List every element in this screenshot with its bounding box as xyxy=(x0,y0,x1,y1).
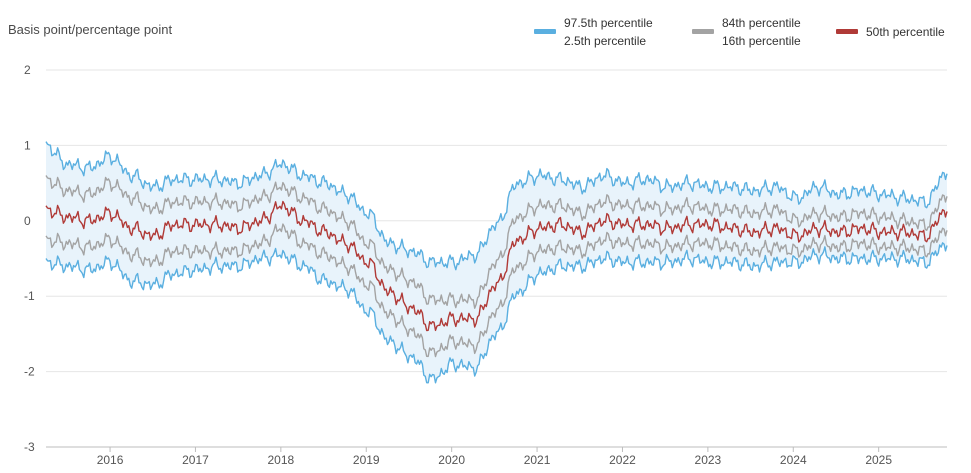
y-tick-label--1: -1 xyxy=(24,289,35,303)
legend-label-50th: 50th percentile xyxy=(866,25,945,39)
x-tick-label-2025: 2025 xyxy=(865,453,892,467)
legend-label-97-5th: 97.5th percentile xyxy=(564,16,653,30)
x-tick-label-2020: 2020 xyxy=(438,453,465,467)
y-tick-label-0: 0 xyxy=(24,214,31,228)
legend-label-84th: 84th percentile xyxy=(722,16,801,30)
legend-item-inner-band: 84th percentile 16th percentile xyxy=(692,14,832,54)
legend-swatch-blue xyxy=(534,29,556,34)
legend-item-median: 50th percentile xyxy=(836,14,961,54)
legend-label-2-5th: 2.5th percentile xyxy=(564,34,647,48)
series-line-84th xyxy=(45,175,948,309)
series-line-50th xyxy=(45,200,948,332)
series-line-2-5th xyxy=(45,242,948,384)
series-line-16th xyxy=(45,223,948,358)
x-tick-label-2021: 2021 xyxy=(524,453,551,467)
y-tick-label-2: 2 xyxy=(24,63,31,77)
y-axis-label: Basis point/percentage point xyxy=(8,22,173,37)
x-tick-label-2022: 2022 xyxy=(609,453,636,467)
y-tick-label--2: -2 xyxy=(24,365,35,379)
x-tick-label-2023: 2023 xyxy=(695,453,722,467)
legend-label-16th: 16th percentile xyxy=(722,34,801,48)
legend-swatch-red xyxy=(836,29,858,34)
series-line-97-5th xyxy=(45,141,948,271)
x-tick-label-2018: 2018 xyxy=(268,453,295,467)
x-tick-label-2024: 2024 xyxy=(780,453,807,467)
y-tick-label-1: 1 xyxy=(24,138,31,152)
y-tick-label--3: -3 xyxy=(24,440,35,454)
x-tick-label-2019: 2019 xyxy=(353,453,380,467)
legend-item-outer-band: 97.5th percentile 2.5th percentile xyxy=(534,14,684,54)
x-tick-label-2017: 2017 xyxy=(182,453,209,467)
legend-swatch-grey xyxy=(692,29,714,34)
x-tick-label-2016: 2016 xyxy=(97,453,124,467)
